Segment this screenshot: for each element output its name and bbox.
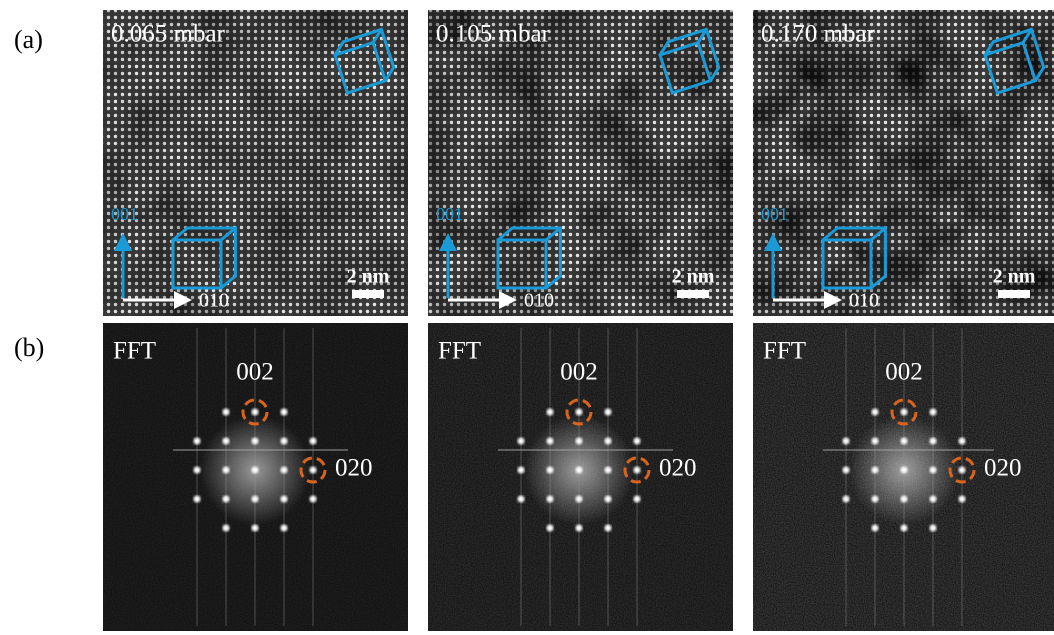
fft-spot: [223, 496, 230, 503]
fft-spot: [310, 467, 317, 474]
fft-spot: [310, 438, 317, 445]
fft-spot: [576, 409, 583, 416]
fft-spot: [605, 467, 612, 474]
spot-label-002: 002: [560, 359, 598, 386]
fft-spot: [252, 409, 259, 416]
axis-label-vertical: 001: [436, 204, 463, 224]
scale-bar-label: 2 nm: [672, 266, 715, 288]
fft-spot: [223, 525, 230, 532]
axis-label-vertical: 001: [111, 204, 138, 224]
fft-spot: [281, 496, 288, 503]
fft-spot: [634, 496, 641, 503]
fft-panel: FFT 002 020: [428, 323, 733, 631]
fft-spot: [223, 409, 230, 416]
fft-spot: [901, 467, 908, 474]
fft-spot: [605, 438, 612, 445]
fft-spot: [872, 438, 879, 445]
fft-spot: [547, 467, 554, 474]
fft-spot: [547, 409, 554, 416]
pressure-label: 0.170 mbar: [761, 21, 876, 48]
fft-spot: [872, 467, 879, 474]
fft-label: FFT: [763, 338, 806, 365]
fft-spot: [518, 438, 525, 445]
scale-bar: [677, 290, 709, 298]
fft-spot: [843, 467, 850, 474]
fft-spot: [605, 525, 612, 532]
fft-spot: [634, 438, 641, 445]
fft-spot: [252, 525, 259, 532]
fft-spot: [843, 438, 850, 445]
fft-spot: [194, 467, 201, 474]
fft-spot: [605, 496, 612, 503]
axis-label-horizontal: 010: [524, 290, 554, 312]
spot-label-020: 020: [659, 455, 697, 482]
spot-label-020: 020: [335, 455, 373, 482]
scale-bar: [998, 290, 1030, 298]
fft-spot: [281, 525, 288, 532]
fft-spot: [930, 525, 937, 532]
axis-label-vertical: 001: [761, 204, 788, 224]
fft-spot: [281, 409, 288, 416]
fft-spot: [872, 409, 879, 416]
row-label: (b): [14, 333, 44, 362]
axis-label-horizontal: 010: [199, 290, 229, 312]
hrtem-panel: 0.170 mbar 001 010 2 nm: [753, 10, 1054, 316]
fft-spot: [252, 496, 259, 503]
fft-spot: [547, 525, 554, 532]
fft-spot: [930, 409, 937, 416]
scale-bar-label: 2 nm: [347, 266, 390, 288]
fft-spot: [576, 525, 583, 532]
fft-spot: [576, 438, 583, 445]
fft-spot: [547, 438, 554, 445]
pressure-label: 0.065 mbar: [111, 21, 226, 48]
scale-bar: [352, 290, 384, 298]
fft-spot: [281, 467, 288, 474]
hrtem-panel: 0.105 mbar 001 010 2 nm: [428, 10, 733, 316]
fft-spot: [930, 467, 937, 474]
fft-spot: [194, 496, 201, 503]
fft-spot: [576, 467, 583, 474]
spot-label-020: 020: [984, 455, 1022, 482]
pressure-label: 0.105 mbar: [436, 21, 551, 48]
fft-spot: [518, 467, 525, 474]
spot-label-002: 002: [885, 359, 923, 386]
fft-spot: [223, 467, 230, 474]
fft-spot: [310, 496, 317, 503]
row-label: (a): [14, 25, 43, 54]
axis-label-horizontal: 010: [849, 290, 879, 312]
fft-spot: [518, 496, 525, 503]
fft-panel: FFT 002 020: [753, 323, 1054, 631]
fft-spot: [281, 438, 288, 445]
fft-spot: [872, 496, 879, 503]
spot-label-002: 002: [236, 359, 274, 386]
fft-spot: [959, 467, 966, 474]
fft-label: FFT: [113, 338, 156, 365]
fft-spot: [576, 496, 583, 503]
fft-spot: [872, 525, 879, 532]
hrtem-panel: 0.065 mbar 001 010 2 nm: [103, 10, 408, 316]
fft-spot: [547, 496, 554, 503]
fft-spot: [605, 409, 612, 416]
fft-spot: [901, 496, 908, 503]
fft-panel: FFT 002 020: [103, 323, 408, 631]
fft-spot: [930, 496, 937, 503]
fft-spot: [901, 409, 908, 416]
fft-spot: [252, 438, 259, 445]
fft-spot: [959, 438, 966, 445]
fft-spot: [223, 438, 230, 445]
fft-spot: [634, 467, 641, 474]
fft-spot: [901, 525, 908, 532]
fft-spot: [959, 496, 966, 503]
scale-bar-label: 2 nm: [993, 266, 1036, 288]
fft-spot: [930, 438, 937, 445]
fft-spot: [843, 496, 850, 503]
fft-spot: [194, 438, 201, 445]
fft-spot: [901, 438, 908, 445]
fft-spot: [252, 467, 259, 474]
fft-label: FFT: [438, 338, 481, 365]
figure: (a)(b)0.065 mbar0010102 nm0.105 mbar0010…: [0, 0, 1054, 635]
